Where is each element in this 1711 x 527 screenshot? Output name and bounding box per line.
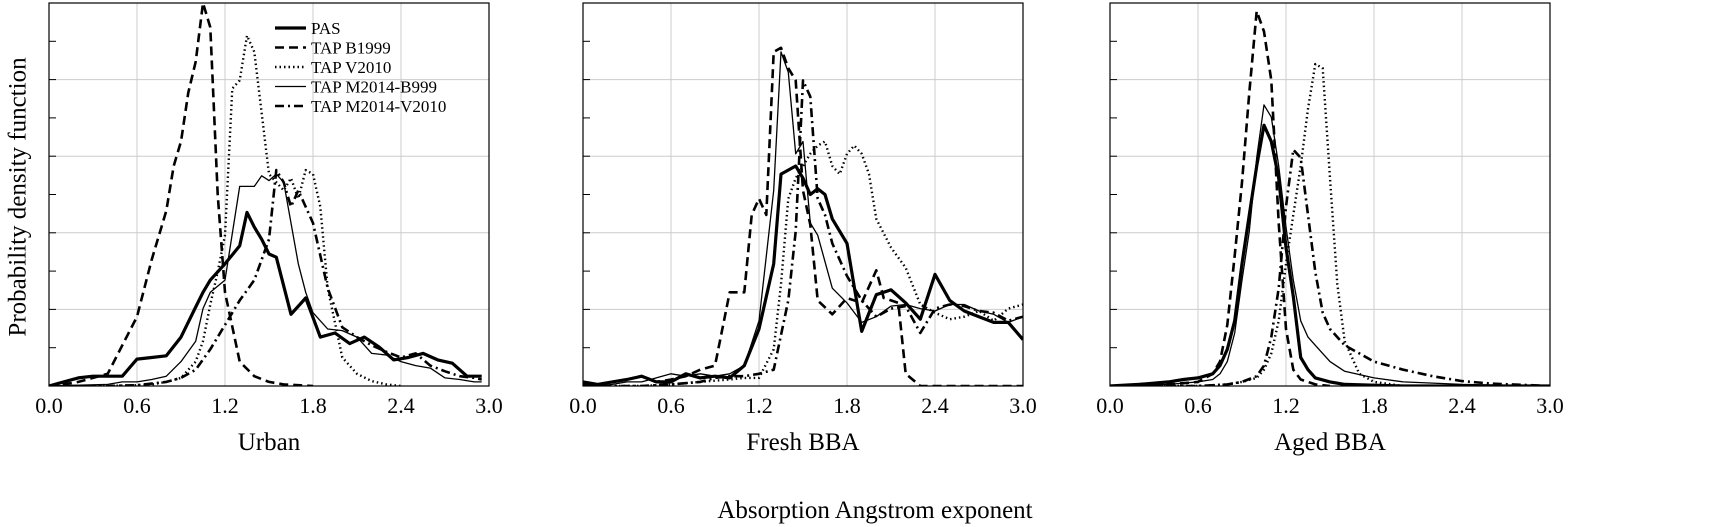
series-line-tap-m2014-b999 [49, 173, 482, 386]
x-tick-label: 1.2 [745, 393, 773, 418]
series-line-pas [49, 210, 482, 386]
series-line-pas [1110, 123, 1550, 386]
x-tick-label: 1.2 [211, 393, 239, 418]
x-tick-label: 0.6 [123, 393, 151, 418]
x-tick-label: 3.0 [1009, 393, 1037, 418]
series-line-tap-v2010 [1110, 62, 1404, 386]
x-tick-label: 0.6 [1184, 393, 1212, 418]
x-tick-label: 3.0 [475, 393, 503, 418]
x-tick-label: 1.8 [299, 393, 327, 418]
panel-3: 0.0 0.6 1.2 1.8 2.4 3.0 Aged BBA [1096, 2, 1564, 456]
series-line-tap-m2014-b999 [583, 51, 1023, 386]
panel-1: 0.0 0.6 1.2 1.8 2.4 3.0 Urban [35, 2, 503, 456]
x-axis-title: Absorption Angstrom exponent [717, 497, 1032, 524]
series-line-tap-m2014-v2010 [49, 168, 482, 386]
x-tick-label: 2.4 [1448, 393, 1476, 418]
y-axis-title: Probability density function [5, 57, 32, 337]
series-line-tap-b1999 [49, 3, 314, 386]
x-tick-label: 0.0 [569, 393, 597, 418]
x-tick-label: 1.8 [1360, 393, 1388, 418]
panel-title: Aged BBA [1274, 429, 1386, 456]
x-tick-label: 1.8 [833, 393, 861, 418]
panel-title: Fresh BBA [746, 429, 859, 456]
legend-label: TAP B1999 [311, 39, 391, 58]
series-line-pas [583, 164, 1023, 386]
legend-label: TAP V2010 [311, 58, 391, 77]
series-line-tap-b1999 [1110, 9, 1331, 386]
panel-2: 0.0 0.6 1.2 1.8 2.4 3.0 Fresh BBA [569, 2, 1037, 456]
plot-frame [48, 2, 490, 387]
x-tick-label: 3.0 [1536, 393, 1564, 418]
x-tick-label: 0.0 [35, 393, 63, 418]
series-line-tap-m2014-v2010 [1110, 148, 1550, 386]
panel-title: Urban [238, 429, 301, 456]
x-tick-label: 1.2 [1272, 393, 1300, 418]
legend-label: TAP M2014-V2010 [311, 97, 446, 116]
plot-frame [582, 2, 1024, 387]
series-line-tap-m2014-v2010 [583, 79, 1023, 386]
x-tick-label: 2.4 [921, 393, 949, 418]
legend-label: TAP M2014-B999 [311, 78, 437, 97]
panels: 0.0 0.6 1.2 1.8 2.4 3.0 Urban 0.0 0.6 1.2 1.8 2.4 3.… [35, 2, 1564, 456]
legend-label: PAS [311, 19, 341, 38]
series-line-tap-m2014-b999 [1110, 104, 1550, 386]
x-tick-label: 2.4 [387, 393, 415, 418]
series-line-tap-b1999 [583, 46, 1023, 386]
x-tick-label: 0.6 [657, 393, 685, 418]
x-tick-label: 0.0 [1096, 393, 1124, 418]
